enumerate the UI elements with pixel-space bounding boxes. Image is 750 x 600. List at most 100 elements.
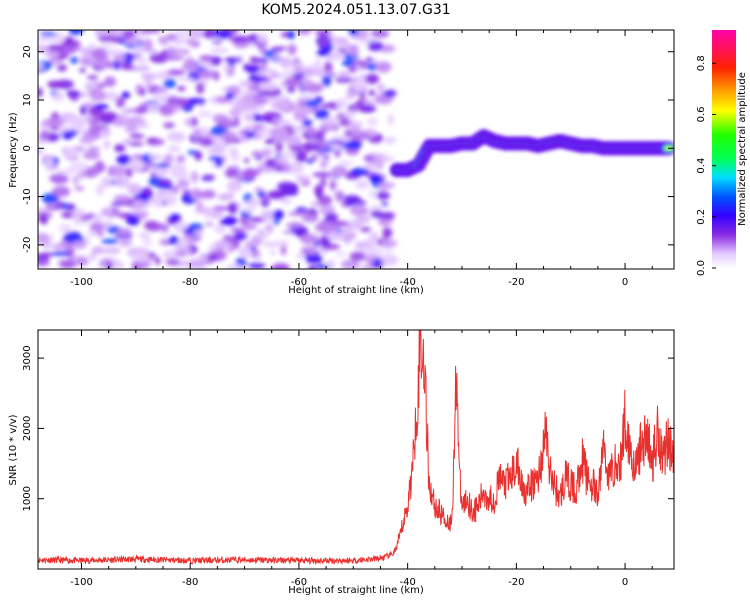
noise-blob bbox=[175, 251, 187, 257]
noise-blob bbox=[368, 89, 376, 97]
noise-blob bbox=[204, 222, 215, 227]
noise-blob bbox=[320, 122, 339, 128]
noise-blob bbox=[182, 61, 200, 72]
noise-blob bbox=[39, 31, 57, 37]
noise-blob bbox=[93, 103, 109, 110]
noise-blob bbox=[311, 154, 318, 161]
noise-blob bbox=[55, 168, 76, 175]
noise-blob bbox=[253, 105, 265, 111]
noise-blob bbox=[380, 202, 388, 207]
noise-blob bbox=[38, 232, 50, 244]
colorbar-ticks: 0.0 0.2 0.4 0.6 0.8 bbox=[696, 55, 716, 276]
noise-blob bbox=[131, 211, 150, 217]
noise-blob bbox=[362, 163, 378, 170]
noise-blob bbox=[197, 70, 217, 79]
noise-blob bbox=[285, 61, 304, 68]
noise-blob bbox=[296, 98, 306, 103]
noise-blob bbox=[373, 258, 382, 267]
noise-blob bbox=[335, 140, 343, 145]
noise-blob bbox=[39, 252, 56, 257]
noise-blob bbox=[262, 68, 278, 74]
x-tick-label: -80 bbox=[182, 577, 198, 588]
noise-blob bbox=[365, 57, 374, 62]
noise-blob bbox=[301, 214, 319, 223]
noise-blob bbox=[320, 160, 328, 169]
noise-blob bbox=[239, 216, 250, 225]
colorbar-tick-label: 0.8 bbox=[696, 55, 707, 71]
noise-blob bbox=[82, 151, 101, 160]
noise-blob bbox=[317, 152, 327, 158]
noise-blob bbox=[299, 233, 319, 244]
noise-blob bbox=[329, 169, 342, 175]
noise-blob bbox=[350, 167, 370, 176]
noise-blob bbox=[239, 248, 253, 259]
noise-blob bbox=[195, 192, 208, 198]
noise-blob bbox=[375, 61, 392, 73]
noise-blob bbox=[210, 210, 224, 219]
noise-blob bbox=[158, 36, 168, 43]
noise-blob bbox=[251, 150, 264, 158]
noise-blob bbox=[166, 46, 177, 56]
noise-blob bbox=[62, 235, 82, 240]
noise-blob bbox=[341, 261, 360, 269]
noise-blob bbox=[283, 78, 303, 87]
spectrogram-y-ticks: -20 -10 0 10 20 bbox=[22, 45, 674, 253]
noise-blob bbox=[167, 131, 186, 142]
noise-blob bbox=[129, 133, 145, 140]
snr-line bbox=[38, 330, 674, 566]
noise-blob bbox=[273, 51, 280, 64]
noise-blob bbox=[105, 61, 117, 69]
noise-blob bbox=[320, 235, 331, 248]
noise-blob bbox=[176, 178, 190, 189]
noise-blob bbox=[207, 148, 225, 155]
noise-blob bbox=[169, 95, 178, 108]
noise-blob bbox=[59, 259, 77, 269]
noise-blob bbox=[359, 226, 372, 233]
noise-blob bbox=[113, 194, 131, 202]
noise-blob bbox=[305, 99, 319, 108]
noise-blob bbox=[264, 138, 275, 145]
noise-blob bbox=[86, 146, 101, 152]
x-tick-label: -100 bbox=[70, 577, 93, 588]
noise-blob bbox=[326, 231, 346, 241]
noise-blob bbox=[295, 175, 310, 182]
noise-blob bbox=[133, 58, 148, 64]
noise-blob bbox=[304, 82, 324, 94]
noise-blob bbox=[96, 185, 104, 196]
noise-blob bbox=[280, 198, 292, 204]
noise-blob bbox=[243, 158, 250, 163]
noise-blob bbox=[292, 73, 305, 79]
noise-blob bbox=[199, 55, 215, 62]
noise-blob bbox=[47, 80, 62, 89]
noise-blob bbox=[177, 154, 186, 162]
noise-blob bbox=[38, 149, 43, 154]
noise-blob bbox=[366, 62, 378, 71]
noise-blob bbox=[353, 214, 372, 221]
noise-blob bbox=[315, 221, 336, 233]
noise-blob bbox=[104, 76, 116, 88]
noise-blob bbox=[334, 150, 341, 158]
noise-blob bbox=[254, 187, 264, 193]
noise-blob bbox=[104, 221, 114, 228]
noise-blob bbox=[38, 62, 44, 70]
snr-frame bbox=[37, 329, 675, 570]
noise-blob bbox=[159, 107, 174, 116]
noise-blob bbox=[296, 253, 305, 259]
noise-blob bbox=[230, 227, 245, 233]
noise-blob bbox=[234, 232, 247, 241]
noise-blob bbox=[157, 178, 173, 186]
noise-blob bbox=[219, 117, 234, 128]
snr-x-label: Height of straight line (km) bbox=[288, 585, 424, 596]
noise-blob bbox=[197, 110, 213, 118]
noise-blob bbox=[321, 75, 332, 87]
noise-blob bbox=[352, 106, 360, 112]
noise-blob bbox=[265, 223, 274, 234]
noise-blob bbox=[376, 190, 390, 200]
noise-blob bbox=[40, 130, 50, 141]
noise-blob bbox=[68, 30, 84, 35]
noise-blob bbox=[38, 138, 49, 144]
noise-blob bbox=[285, 136, 302, 147]
noise-blob bbox=[314, 184, 324, 196]
y-tick-label: 1000 bbox=[22, 486, 33, 511]
noise-blob bbox=[325, 259, 336, 268]
